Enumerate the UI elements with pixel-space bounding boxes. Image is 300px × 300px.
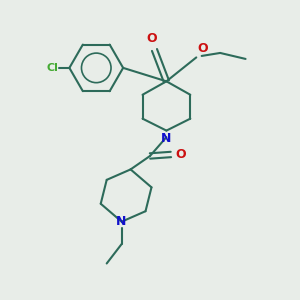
Text: O: O xyxy=(176,148,186,161)
Text: O: O xyxy=(146,32,157,46)
Text: N: N xyxy=(161,132,172,145)
Text: O: O xyxy=(198,42,208,55)
Text: N: N xyxy=(116,215,126,228)
Text: Cl: Cl xyxy=(46,63,58,73)
